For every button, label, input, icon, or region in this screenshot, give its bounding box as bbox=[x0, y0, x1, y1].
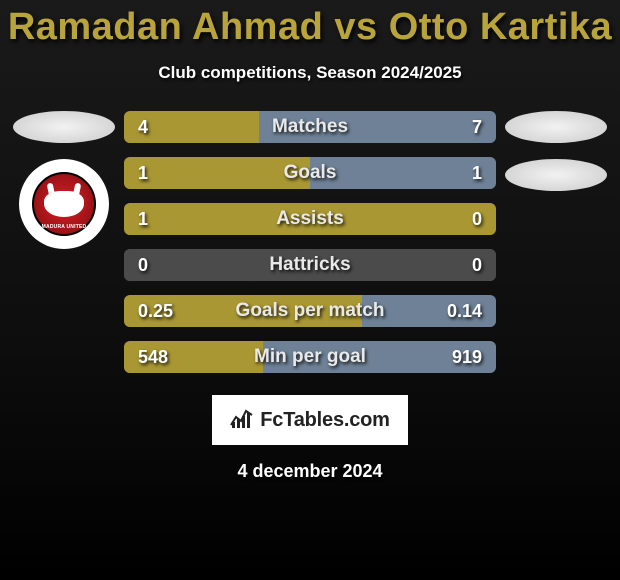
stat-row: 0.25Goals per match0.14 bbox=[124, 295, 496, 327]
snapshot-date: 4 december 2024 bbox=[0, 461, 620, 482]
branding-text: FcTables.com bbox=[260, 409, 390, 432]
stat-row: 4Matches7 bbox=[124, 111, 496, 143]
stat-row: 1Goals1 bbox=[124, 157, 496, 189]
stat-label: Matches bbox=[124, 116, 496, 138]
comparison-body: MADURA UNITED 4Matches71Goals11Assists00… bbox=[0, 111, 620, 373]
stat-label: Min per goal bbox=[124, 346, 496, 368]
player2-crest-placeholder bbox=[505, 159, 607, 191]
subtitle: Club competitions, Season 2024/2025 bbox=[0, 63, 620, 83]
stat-label: Hattricks bbox=[124, 254, 496, 276]
comparison-title: Ramadan Ahmad vs Otto Kartika bbox=[0, 0, 620, 49]
crest-bull-icon bbox=[44, 191, 84, 217]
stat-value-right: 1 bbox=[472, 163, 496, 184]
crest-label: MADURA UNITED bbox=[42, 224, 87, 230]
branding-chart-icon bbox=[230, 407, 254, 434]
branding-badge: FcTables.com bbox=[212, 395, 408, 445]
stat-label: Assists bbox=[124, 208, 496, 230]
stat-value-right: 7 bbox=[472, 117, 496, 138]
crest-badge: MADURA UNITED bbox=[32, 172, 96, 236]
stat-value-right: 919 bbox=[452, 347, 496, 368]
stat-row: 0Hattricks0 bbox=[124, 249, 496, 281]
stat-value-right: 0 bbox=[472, 255, 496, 276]
player2-column bbox=[500, 111, 612, 191]
stat-row: 1Assists0 bbox=[124, 203, 496, 235]
stat-value-right: 0.14 bbox=[447, 301, 496, 322]
stat-row: 548Min per goal919 bbox=[124, 341, 496, 373]
stat-label: Goals per match bbox=[124, 300, 496, 322]
player2-avatar bbox=[505, 111, 607, 143]
stat-label: Goals bbox=[124, 162, 496, 184]
player1-avatar bbox=[13, 111, 115, 143]
player2-name: Otto Kartika bbox=[389, 6, 612, 48]
stats-column: 4Matches71Goals11Assists00Hattricks00.25… bbox=[120, 111, 500, 373]
stat-value-right: 0 bbox=[472, 209, 496, 230]
title-separator: vs bbox=[323, 6, 388, 48]
player1-name: Ramadan Ahmad bbox=[8, 6, 324, 48]
player1-column: MADURA UNITED bbox=[8, 111, 120, 249]
player1-crest: MADURA UNITED bbox=[19, 159, 109, 249]
